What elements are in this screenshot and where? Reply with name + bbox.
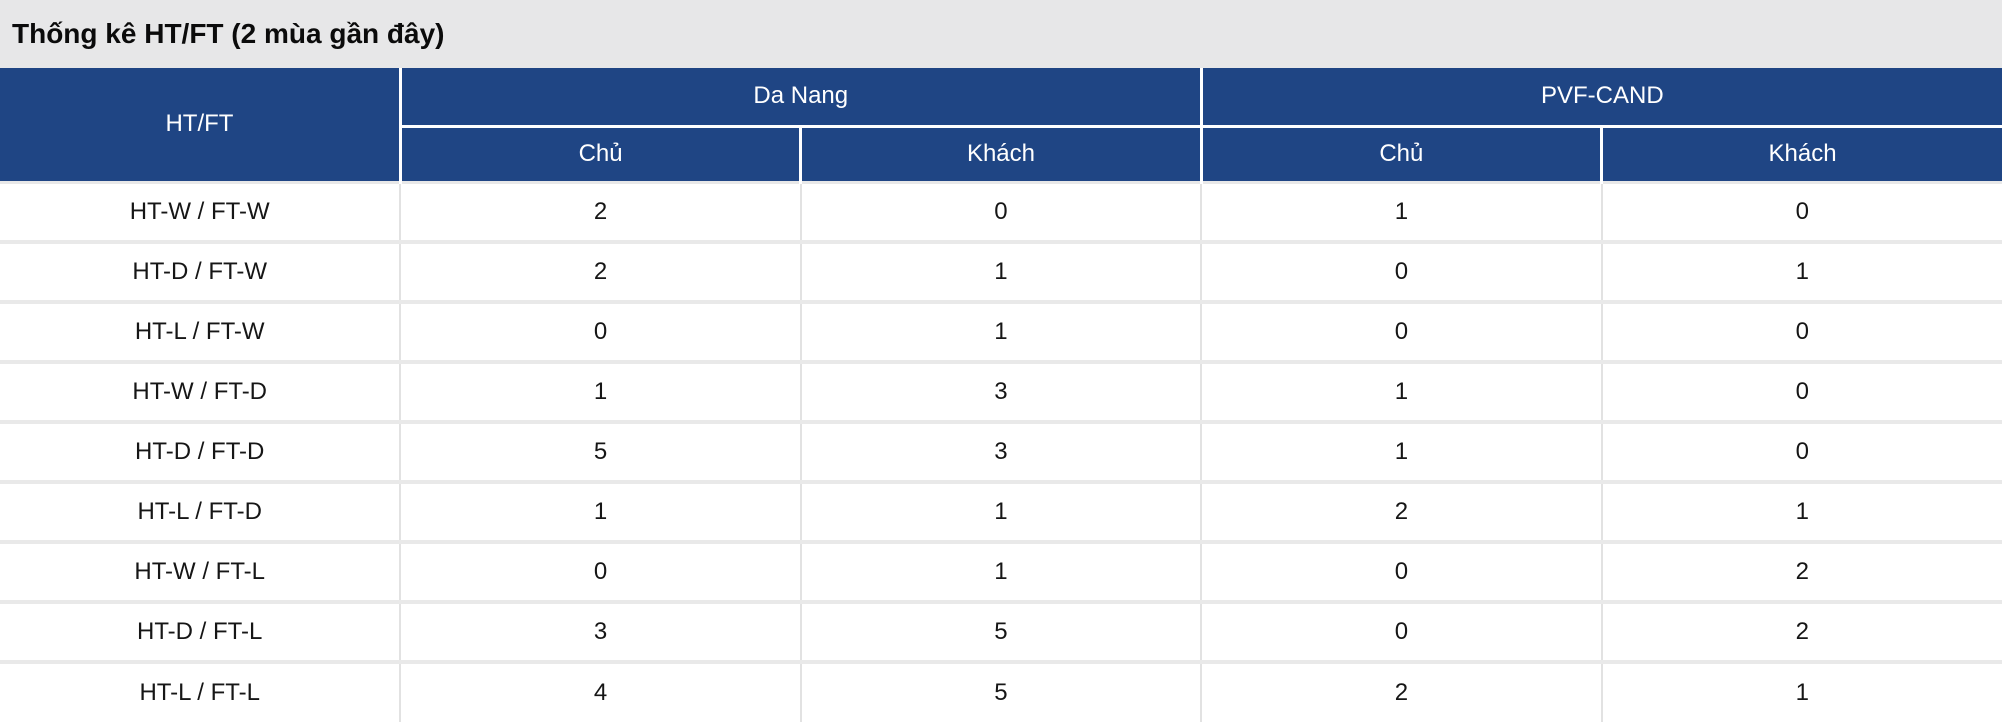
table-row: HT-D / FT-L 3 5 0 2: [0, 600, 2002, 662]
row-label: HT-D / FT-W: [0, 240, 401, 302]
stat-cell: 0: [1200, 600, 1602, 662]
stat-cell: 0: [1600, 360, 2002, 422]
table-row: HT-W / FT-D 1 3 1 0: [0, 360, 2002, 422]
stat-cell: 5: [799, 600, 1202, 662]
stat-cell: 0: [1600, 420, 2002, 482]
stat-cell: 1: [799, 240, 1202, 302]
stat-cell: 1: [1600, 660, 2002, 722]
subheader-pvf-cand-away: Khách: [1600, 126, 2002, 182]
stat-cell: 1: [799, 540, 1202, 602]
stat-cell: 2: [1600, 540, 2002, 602]
row-label: HT-W / FT-L: [0, 540, 401, 602]
row-label: HT-W / FT-D: [0, 360, 401, 422]
stat-cell: 1: [799, 480, 1202, 542]
table-row: HT-D / FT-D 5 3 1 0: [0, 420, 2002, 482]
stat-cell: 1: [1200, 180, 1602, 242]
table-row: HT-L / FT-D 1 1 2 1: [0, 480, 2002, 542]
stat-cell: 1: [799, 300, 1202, 362]
subheader-da-nang-home: Chủ: [398, 126, 801, 182]
stat-cell: 0: [1200, 300, 1602, 362]
stat-cell: 0: [1200, 540, 1602, 602]
stat-cell: 0: [399, 540, 801, 602]
stat-cell: 1: [1600, 240, 2002, 302]
table-row: HT-L / FT-L 4 5 2 1: [0, 660, 2002, 722]
stat-cell: 1: [1600, 480, 2002, 542]
row-label: HT-L / FT-W: [0, 300, 401, 362]
row-label: HT-D / FT-D: [0, 420, 401, 482]
table-row: HT-W / FT-L 0 1 0 2: [0, 540, 2002, 602]
table-row: HT-D / FT-W 2 1 0 1: [0, 240, 2002, 302]
stat-cell: 0: [799, 180, 1202, 242]
stat-cell: 0: [1600, 300, 2002, 362]
row-label: HT-L / FT-L: [0, 660, 401, 722]
column-header-htft: HT/FT: [0, 68, 401, 182]
stat-cell: 5: [399, 420, 801, 482]
stat-cell: 0: [1600, 180, 2002, 242]
stat-cell: 0: [399, 300, 801, 362]
subheader-pvf-cand-home: Chủ: [1199, 126, 1602, 182]
stat-cell: 1: [399, 480, 801, 542]
section-title-bar: Thống kê HT/FT (2 mùa gần đây): [0, 0, 2002, 68]
stat-cell: 3: [799, 420, 1202, 482]
row-label: HT-W / FT-W: [0, 180, 401, 242]
stat-cell: 1: [1200, 360, 1602, 422]
stat-cell: 2: [1200, 480, 1602, 542]
stat-cell: 1: [1200, 420, 1602, 482]
stat-cell: 2: [399, 180, 801, 242]
stat-cell: 2: [1600, 600, 2002, 662]
table-row: HT-W / FT-W 2 0 1 0: [0, 180, 2002, 242]
column-group-da-nang: Da Nang: [398, 68, 1202, 128]
section-title: Thống kê HT/FT (2 mùa gần đây): [12, 18, 445, 49]
stat-cell: 0: [1200, 240, 1602, 302]
subheader-da-nang-away: Khách: [799, 126, 1202, 182]
column-group-pvf-cand: PVF-CAND: [1199, 68, 2002, 128]
htft-stats-table: HT/FT Da Nang PVF-CAND Chủ Khách Chủ Khá…: [0, 68, 2002, 722]
stat-cell: 5: [799, 660, 1202, 722]
stat-cell: 2: [399, 240, 801, 302]
stat-cell: 3: [799, 360, 1202, 422]
table-row: HT-L / FT-W 0 1 0 0: [0, 300, 2002, 362]
table-body: HT-W / FT-W 2 0 1 0 HT-D / FT-W 2 1 0 1 HT-L / FT-…: [0, 180, 2002, 722]
stat-cell: 4: [399, 660, 801, 722]
row-label: HT-D / FT-L: [0, 600, 401, 662]
stat-cell: 1: [399, 360, 801, 422]
table-header: HT/FT Da Nang PVF-CAND Chủ Khách Chủ Khá…: [0, 68, 2002, 182]
stat-cell: 3: [399, 600, 801, 662]
stat-cell: 2: [1200, 660, 1602, 722]
row-label: HT-L / FT-D: [0, 480, 401, 542]
